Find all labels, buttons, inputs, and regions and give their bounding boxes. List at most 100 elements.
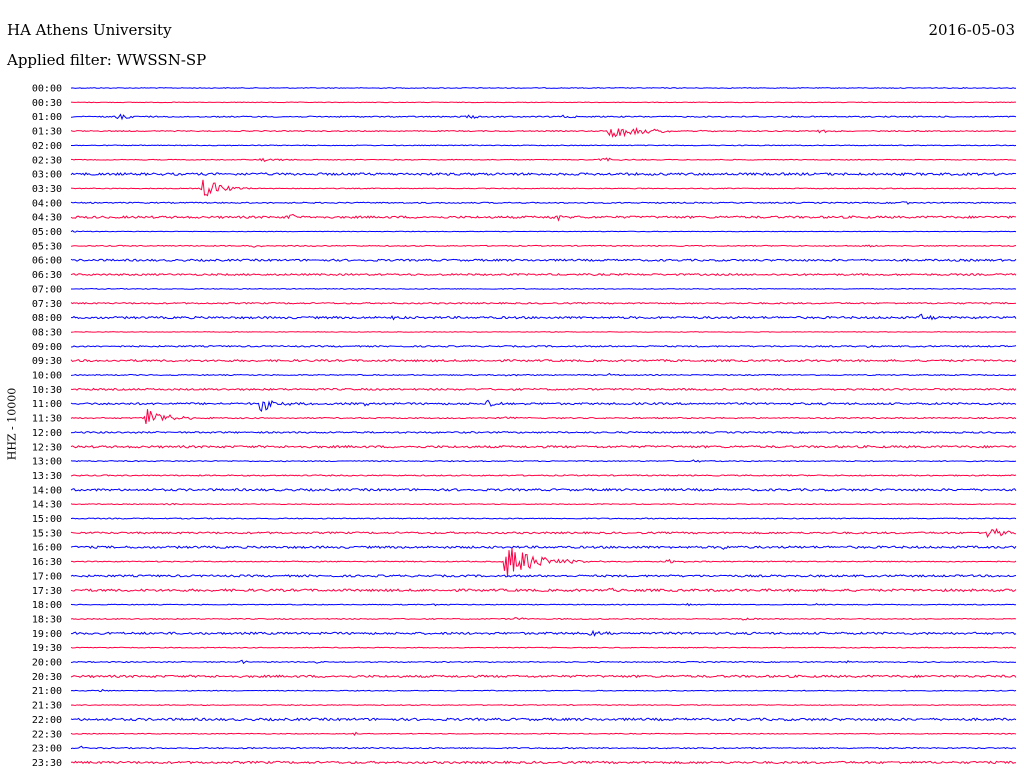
seismic-trace — [70, 331, 1017, 333]
seismic-trace — [70, 430, 1017, 434]
seismic-trace — [70, 113, 1017, 121]
station-title: HA Athens University — [7, 21, 172, 39]
seismic-trace — [70, 258, 1017, 262]
seismic-trace — [70, 527, 1017, 539]
seismic-trace — [70, 646, 1017, 649]
seismic-trace — [70, 409, 1017, 425]
row-time-label: 03:00 — [32, 170, 62, 181]
row-time-label: 18:00 — [32, 600, 62, 611]
row-time-label: 09:00 — [32, 342, 62, 353]
row-time-label: 22:00 — [32, 715, 62, 726]
row-time-label: 01:00 — [32, 112, 62, 123]
seismic-trace — [70, 87, 1017, 89]
row-time-label: 17:00 — [32, 571, 62, 582]
row-time-label: 15:30 — [32, 528, 62, 539]
seismic-trace — [70, 629, 1017, 637]
row-time-label: 07:00 — [32, 284, 62, 295]
row-time-label: 06:00 — [32, 256, 62, 267]
seismic-trace — [70, 157, 1017, 163]
seismic-trace — [70, 399, 1017, 413]
seismic-trace — [70, 760, 1017, 765]
row-time-label: 01:30 — [32, 127, 62, 138]
seismic-trace — [70, 617, 1017, 621]
row-time-label: 08:00 — [32, 313, 62, 324]
seismic-trace — [70, 704, 1017, 707]
seismic-trace — [70, 244, 1017, 248]
row-time-label: 19:30 — [32, 643, 62, 654]
seismic-trace — [70, 745, 1017, 750]
row-time-label: 14:00 — [32, 485, 62, 496]
row-time-label: 05:00 — [32, 227, 62, 238]
row-time-label: 04:30 — [32, 213, 62, 224]
seismic-trace — [70, 201, 1017, 205]
seismic-trace — [70, 459, 1017, 463]
row-time-label: 07:30 — [32, 299, 62, 310]
seismic-trace — [70, 688, 1017, 693]
seismic-trace — [70, 587, 1017, 593]
seismic-trace — [70, 659, 1017, 665]
row-time-label: 12:30 — [32, 442, 62, 453]
row-time-label: 10:00 — [32, 371, 62, 382]
seismic-trace — [70, 179, 1017, 197]
row-time-label: 02:00 — [32, 141, 62, 152]
row-time-label: 16:30 — [32, 557, 62, 568]
seismic-trace — [70, 517, 1017, 520]
row-time-label: 11:30 — [32, 414, 62, 425]
row-time-label: 19:00 — [32, 629, 62, 640]
seismic-trace — [70, 301, 1017, 305]
row-time-label: 06:30 — [32, 270, 62, 281]
seismic-trace — [70, 502, 1017, 506]
row-time-label: 21:30 — [32, 701, 62, 712]
seismic-trace — [70, 674, 1017, 679]
row-time-label: 17:30 — [32, 586, 62, 597]
seismic-trace — [70, 372, 1017, 377]
row-time-label: 09:30 — [32, 356, 62, 367]
row-time-label: 04:00 — [32, 198, 62, 209]
seismic-trace — [70, 287, 1017, 290]
row-time-label: 23:30 — [32, 758, 62, 769]
row-time-label: 20:30 — [32, 672, 62, 683]
seismic-trace — [70, 602, 1017, 607]
seismic-trace — [70, 717, 1017, 722]
row-time-label: 21:00 — [32, 686, 62, 697]
seismic-trace — [70, 547, 1017, 577]
seismic-trace — [70, 574, 1017, 578]
seismic-trace — [70, 545, 1017, 550]
row-time-label: 02:30 — [32, 155, 62, 166]
row-time-label: 15:00 — [32, 514, 62, 525]
row-time-label: 12:00 — [32, 428, 62, 439]
row-time-label: 20:00 — [32, 658, 62, 669]
row-time-label: 10:30 — [32, 385, 62, 396]
trace-rows: 00:00 00:30 01:00 01:30 02:00 02:30 03:00 03:30… — [32, 84, 1017, 769]
filter-label: Applied filter: WWSSN-SP — [7, 51, 207, 69]
row-time-label: 08:30 — [32, 327, 62, 338]
seismic-trace — [70, 172, 1017, 177]
seismic-trace — [70, 731, 1017, 736]
seismic-trace — [70, 487, 1017, 492]
row-time-label: 23:00 — [32, 744, 62, 755]
seismic-trace — [70, 126, 1017, 138]
seismic-trace — [70, 444, 1017, 449]
row-time-label: 00:00 — [32, 84, 62, 95]
seismic-trace — [70, 272, 1017, 277]
row-time-label: 22:30 — [32, 729, 62, 740]
row-time-label: 14:30 — [32, 500, 62, 511]
row-time-label: 13:30 — [32, 471, 62, 482]
seismic-trace — [70, 387, 1017, 391]
row-time-label: 05:30 — [32, 241, 62, 252]
row-time-label: 00:30 — [32, 98, 62, 109]
seismic-trace — [70, 230, 1017, 233]
seismic-trace — [70, 313, 1017, 321]
seismic-trace — [70, 213, 1017, 222]
seismic-trace — [70, 101, 1017, 104]
row-time-label: 18:30 — [32, 614, 62, 625]
seismic-trace — [70, 358, 1017, 363]
seismic-trace — [70, 344, 1017, 349]
seismic-trace — [70, 474, 1017, 477]
row-time-label: 03:30 — [32, 184, 62, 195]
row-time-label: 16:00 — [32, 543, 62, 554]
row-time-label: 11:00 — [32, 399, 62, 410]
seismic-trace — [70, 144, 1017, 147]
date-label: 2016-05-03 — [928, 21, 1015, 39]
